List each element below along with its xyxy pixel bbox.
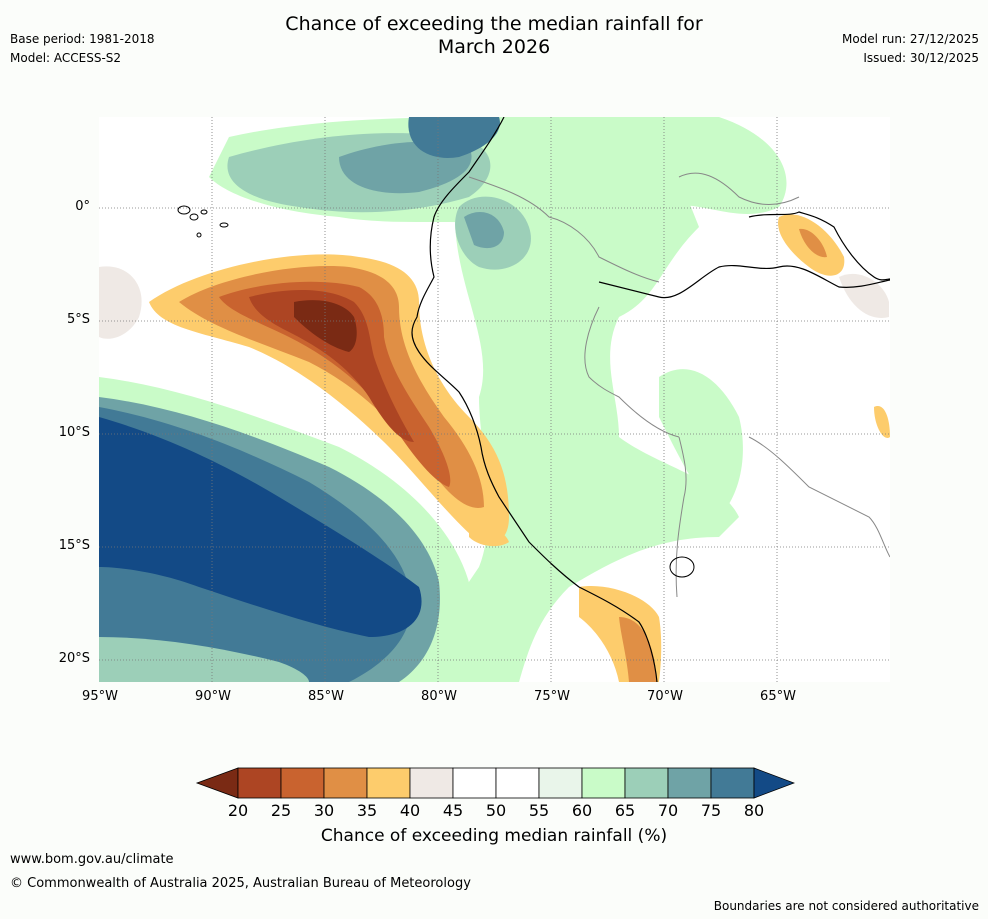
title-line-2: March 2026 <box>437 36 551 58</box>
colorbar-swatch <box>452 767 497 799</box>
model-run: Model run: 27/12/2025 <box>841 32 979 46</box>
region-green-continent <box>429 153 739 682</box>
colorbar-tick-label: 50 <box>485 801 507 820</box>
lat-label-15s: 15°S <box>58 538 90 553</box>
region-pink-central <box>99 266 142 339</box>
lat-label-10s: 10°S <box>58 425 90 440</box>
colorbar-tick-label: 40 <box>399 801 421 820</box>
region-teal-coast-2 <box>464 212 504 249</box>
map-canvas <box>99 117 890 682</box>
lake-titicaca <box>669 556 695 578</box>
colorbar-swatch <box>409 767 454 799</box>
issued-date: Issued: 30/12/2025 <box>863 51 979 65</box>
lon-label-70w: 70°W <box>647 689 683 704</box>
colorbar-tick-label: 35 <box>356 801 378 820</box>
footer-copyright: © Commonwealth of Australia 2025, Austra… <box>10 876 471 891</box>
graticule <box>99 117 890 682</box>
colorbar-tick-label: 30 <box>313 801 335 820</box>
region-teal-lower <box>99 637 309 682</box>
colorbar-swatch <box>280 767 325 799</box>
region-yellow-east-2 <box>874 406 890 438</box>
region-darkblue-south <box>99 417 422 637</box>
colorbar-tick-label: 80 <box>743 801 765 820</box>
rainfall-map <box>99 117 890 682</box>
region-orange-east <box>799 228 827 258</box>
lat-label-20s: 20°S <box>58 651 90 666</box>
amazon-river-line <box>598 264 890 299</box>
colorbar-tick-label: 60 <box>571 801 593 820</box>
colorbar-tick-label: 25 <box>270 801 292 820</box>
colorbar-tick-label: 45 <box>442 801 464 820</box>
colorbar-swatch <box>366 767 411 799</box>
lon-label-85w: 85°W <box>308 689 344 704</box>
colorbar-tick-label: 75 <box>700 801 722 820</box>
colorbar-tick-label: 70 <box>657 801 679 820</box>
region-orange-south <box>619 617 657 682</box>
lon-label-80w: 80°W <box>421 689 457 704</box>
coastline <box>411 117 658 682</box>
region-green-east <box>659 369 743 517</box>
region-brown-dry <box>249 290 414 442</box>
base-period: Base period: 1981-2018 <box>10 32 155 46</box>
colorbar-tick-label: 20 <box>227 801 249 820</box>
colorbar-swatch <box>710 767 755 799</box>
region-orange-dry <box>179 266 484 508</box>
colorbar-tick-label: 65 <box>614 801 636 820</box>
region-darkbrown-dry <box>294 300 357 352</box>
colorbar-swatch <box>237 767 282 799</box>
title-line-1: Chance of exceeding the median rainfall … <box>285 13 703 35</box>
colorbar-title: Chance of exceeding median rainfall (%) <box>320 826 668 846</box>
lon-label-95w: 95°W <box>82 689 118 704</box>
lat-label-0: 0° <box>75 199 90 214</box>
lon-label-65w: 65°W <box>760 689 796 704</box>
colorbar-swatch <box>581 767 626 799</box>
colorbar-extend-high <box>753 767 796 799</box>
region-pink-east <box>839 273 889 318</box>
region-blue-north <box>408 117 500 158</box>
lon-label-75w: 75°W <box>534 689 570 704</box>
region-yellow-patch <box>469 525 509 547</box>
colorbar-swatch <box>538 767 583 799</box>
footer-url: www.bom.gov.au/climate <box>10 852 174 867</box>
orinoco-coast <box>748 211 890 281</box>
country-borders <box>468 172 890 598</box>
colorbar-swatch <box>667 767 712 799</box>
colorbar-swatch <box>323 767 368 799</box>
colorbar-swatch <box>495 767 540 799</box>
galapagos-islands <box>177 205 229 238</box>
colorbar-extend-low <box>195 767 239 799</box>
lat-label-5s: 5°S <box>66 312 90 327</box>
lon-label-90w: 90°W <box>195 689 231 704</box>
map-title: Chance of exceeding the median rainfall … <box>0 13 988 59</box>
colorbar-canvas <box>195 767 796 799</box>
colorbar-tick-label: 55 <box>528 801 550 820</box>
colorbar <box>195 766 796 800</box>
colorbar-swatch <box>624 767 669 799</box>
model-name: Model: ACCESS-S2 <box>10 51 122 65</box>
footer-disclaimer: Boundaries are not considered authoritat… <box>713 899 979 913</box>
